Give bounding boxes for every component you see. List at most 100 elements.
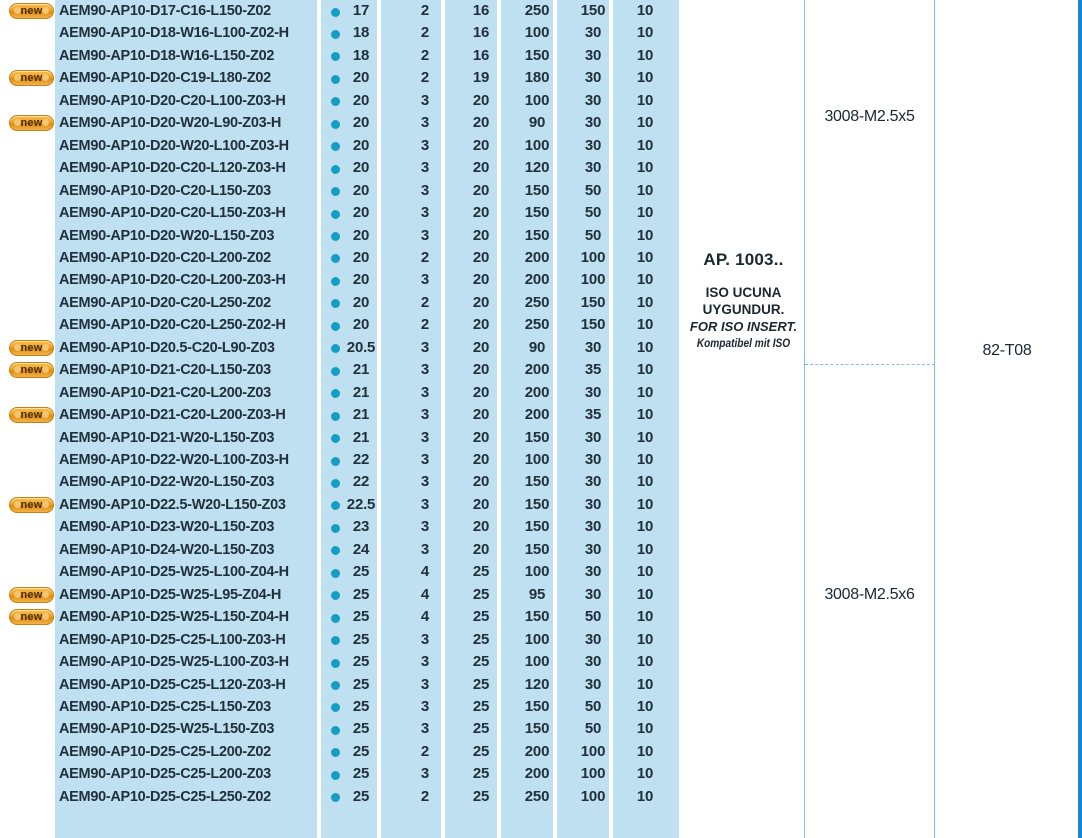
cell-l2: 30 — [584, 428, 602, 446]
cell-d1: 25 — [352, 630, 370, 648]
new-badge-label: new — [20, 341, 43, 354]
cell-qty: 10 — [636, 518, 654, 536]
table-row[interactable]: AEM90-AP10-D21-C20-L200-Z03 21 3 20 200 30 10 — [45, 382, 683, 404]
table-row[interactable]: AEM90-AP10-D18-W16-L100-Z02-H 18 2 16 100 30 1… — [45, 22, 683, 44]
availability-dot-icon — [331, 254, 340, 264]
cell-z: 3 — [420, 383, 430, 401]
iso-info-panel: AP. 1003.. ISO UCUNA UYGUNDUR. FOR ISO I… — [683, 0, 805, 838]
cell-l1: 200 — [524, 406, 550, 424]
table-row[interactable]: AEM90-AP10-D20-C20-L250-Z02-H 20 2 20 250 150… — [45, 314, 683, 336]
cell-l1: 150 — [524, 428, 550, 446]
table-row[interactable]: AEM90-AP10-D25-W25-L100-Z03-H 25 3 25 100 30 1… — [45, 651, 683, 673]
table-row[interactable]: AEM90-AP10-D21-C20-L200-Z03-H 21 3 20 200 35 1… — [45, 404, 683, 426]
table-row[interactable]: AEM90-AP10-D25-C25-L200-Z02 25 2 25 200 100 10 — [45, 741, 683, 763]
table-row[interactable]: AEM90-AP10-D25-W25-L150-Z04-H 25 4 25 150 50 1… — [45, 606, 683, 628]
product-code: AEM90-AP10-D25-W25-L100-Z03-H — [59, 654, 289, 671]
table-row[interactable]: AEM90-AP10-D25-W25-L150-Z03 25 3 25 150 50 10 — [45, 718, 683, 740]
table-row[interactable]: AEM90-AP10-D21-W20-L150-Z03 21 3 20 150 30 10 — [45, 427, 683, 449]
cell-d2: 20 — [472, 316, 490, 334]
table-row[interactable]: AEM90-AP10-D20-C20-L120-Z03-H 20 3 20 120 30 1… — [45, 157, 683, 179]
cell-l2: 30 — [584, 540, 602, 558]
cell-d2: 20 — [472, 383, 490, 401]
screw-part-number: 3008-M2.5x5 — [824, 108, 915, 125]
table-row[interactable]: AEM90-AP10-D20.5-C20-L90-Z03 20.5 3 20 90 30 1… — [45, 337, 683, 359]
cell-l2: 50 — [584, 226, 602, 244]
cell-d2: 20 — [472, 136, 490, 154]
product-code: AEM90-AP10-D25-C25-L100-Z03-H — [59, 631, 286, 648]
cell-l1: 200 — [524, 383, 550, 401]
cell-l2: 30 — [584, 136, 602, 154]
availability-dot-icon — [331, 187, 340, 197]
table-row[interactable]: AEM90-AP10-D20-W20-L150-Z03 20 3 20 150 50 10 — [45, 225, 683, 247]
cell-z: 3 — [420, 720, 430, 738]
table-row[interactable]: AEM90-AP10-D20-C20-L150-Z03-H 20 3 20 150 50 1… — [45, 202, 683, 224]
table-row[interactable]: AEM90-AP10-D20-C20-L200-Z03-H 20 3 20 200 100… — [45, 269, 683, 291]
cell-l2: 35 — [584, 361, 602, 379]
table-row[interactable]: AEM90-AP10-D25-C25-L120-Z03-H 25 3 25 120 30 1… — [45, 674, 683, 696]
cell-d2: 25 — [472, 630, 490, 648]
cell-d1: 25 — [352, 742, 370, 760]
cell-d1: 20 — [352, 159, 370, 177]
cell-l1: 95 — [528, 585, 546, 603]
new-badge-gutter: new new new new new new new new new — [0, 0, 54, 838]
cell-d2: 20 — [472, 540, 490, 558]
gear-icon — [14, 74, 21, 82]
cell-d1: 21 — [352, 428, 370, 446]
table-row[interactable]: AEM90-AP10-D22-W20-L150-Z03 22 3 20 150 30 10 — [45, 471, 683, 493]
table-row[interactable]: AEM90-AP10-D20-W20-L100-Z03-H 20 3 20 100 30 1… — [45, 135, 683, 157]
cell-l1: 150 — [524, 697, 550, 715]
cell-l2: 50 — [584, 608, 602, 626]
cell-d2: 20 — [472, 495, 490, 513]
availability-dot-icon — [331, 501, 340, 511]
availability-dot-icon — [331, 142, 340, 152]
availability-dot-icon — [331, 523, 340, 533]
availability-dot-icon — [331, 366, 340, 376]
table-row[interactable]: AEM90-AP10-D18-W16-L150-Z02 18 2 16 150 30 10 — [45, 45, 683, 67]
cell-d1: 25 — [352, 720, 370, 738]
product-code: AEM90-AP10-D20-C19-L180-Z02 — [59, 70, 271, 87]
availability-dot-icon — [331, 119, 340, 129]
cell-l1: 100 — [524, 136, 550, 154]
cell-d1: 25 — [352, 608, 370, 626]
new-badge-label: new — [20, 611, 43, 624]
cell-l2: 30 — [584, 114, 602, 132]
table-row[interactable]: AEM90-AP10-D20-C20-L150-Z03 20 3 20 150 50 10 — [45, 180, 683, 202]
table-row[interactable]: AEM90-AP10-D22.5-W20-L150-Z03 22.5 3 20 150 3… — [45, 494, 683, 516]
product-code: AEM90-AP10-D22-W20-L150-Z03 — [59, 474, 275, 491]
table-row[interactable]: AEM90-AP10-D25-W25-L100-Z04-H 25 4 25 100 30 1… — [45, 561, 683, 583]
table-row[interactable]: AEM90-AP10-D25-C25-L100-Z03-H 25 3 25 100 30 1… — [45, 629, 683, 651]
wrench-part-number: 82-T08 — [982, 342, 1032, 359]
table-row[interactable]: AEM90-AP10-D25-C25-L200-Z03 25 3 25 200 100 10 — [45, 763, 683, 785]
availability-dot-icon — [331, 209, 340, 219]
cell-qty: 10 — [636, 451, 654, 468]
gear-icon — [42, 590, 49, 598]
cell-d2: 20 — [472, 271, 490, 289]
cell-qty: 10 — [636, 608, 654, 626]
table-row[interactable]: AEM90-AP10-D25-C25-L150-Z03 25 3 25 150 50 10 — [45, 696, 683, 718]
cell-l2: 30 — [584, 495, 602, 513]
cell-z: 2 — [420, 46, 430, 64]
cell-l2: 50 — [584, 204, 602, 222]
table-row[interactable]: AEM90-AP10-D20-C20-L200-Z02 20 2 20 200 100 10 — [45, 247, 683, 269]
table-row[interactable]: AEM90-AP10-D23-W20-L150-Z03 23 3 20 150 30 10 — [45, 516, 683, 538]
table-row[interactable]: AEM90-AP10-D22-W20-L100-Z03-H 22 3 20 100 30 1… — [45, 449, 683, 471]
cell-d1: 20 — [352, 271, 370, 289]
table-row[interactable]: AEM90-AP10-D20-W20-L90-Z03-H 20 3 20 90 30 10 — [45, 112, 683, 134]
table-row[interactable]: AEM90-AP10-D25-C25-L250-Z02 25 2 25 250 100 10 — [45, 786, 683, 808]
table-row[interactable]: AEM90-AP10-D25-W25-L95-Z04-H 25 4 25 95 30 10 — [45, 584, 683, 606]
table-row[interactable]: AEM90-AP10-D20-C20-L100-Z03-H 20 3 20 100 30 1… — [45, 90, 683, 112]
column-band — [55, 0, 317, 838]
table-row[interactable]: AEM90-AP10-D20-C20-L250-Z02 20 2 20 250 150 10 — [45, 292, 683, 314]
availability-dot-icon — [331, 276, 340, 286]
table-row[interactable]: AEM90-AP10-D21-C20-L150-Z03 21 3 20 200 35 10 — [45, 359, 683, 381]
cell-l2: 50 — [584, 720, 602, 738]
cell-d1: 24 — [352, 540, 370, 558]
cell-d2: 25 — [472, 675, 490, 693]
iso-note-tr-line1: ISO UCUNA — [705, 285, 782, 300]
cell-d2: 20 — [472, 226, 490, 244]
table-row[interactable]: AEM90-AP10-D20-C19-L180-Z02 20 2 19 180 30 10 — [45, 67, 683, 89]
cell-d2: 16 — [472, 46, 490, 64]
table-row[interactable]: AEM90-AP10-D17-C16-L150-Z02 17 2 16 250 150 10 — [45, 0, 683, 22]
cell-d1: 20 — [352, 69, 370, 87]
table-row[interactable]: AEM90-AP10-D24-W20-L150-Z03 24 3 20 150 30 10 — [45, 539, 683, 561]
